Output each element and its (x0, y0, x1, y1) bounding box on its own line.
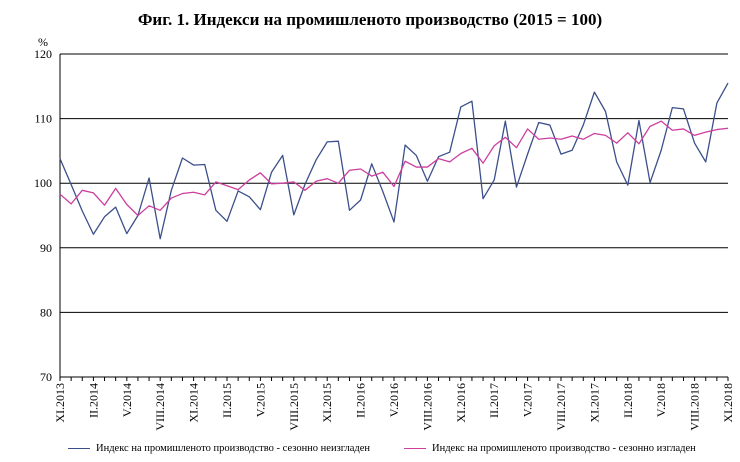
x-tick-label: V.2017 (521, 383, 535, 417)
legend-item-unadjusted: Индекс на промишленото производство - се… (68, 443, 370, 454)
y-tick-label-70: 70 (40, 370, 52, 384)
x-tick-label: XI.2014 (187, 383, 201, 423)
x-tick-label: XI.2015 (320, 383, 334, 423)
x-tick-label: V.2014 (120, 383, 134, 417)
x-tick-label: XI.2017 (587, 383, 601, 423)
x-tick-label: VIII.2015 (287, 383, 301, 431)
y-axis-unit: % (38, 35, 48, 49)
x-tick-label: II.2018 (621, 383, 635, 418)
line-chart: 70 80 90 100 110 120% XI.2013 II.2014 V.2014 VIII… (34, 35, 735, 431)
x-tick-label: V.2016 (387, 383, 401, 417)
x-tick-label: VIII.2017 (554, 383, 568, 431)
legend-item-adjusted: Индекс на промишленото производство - се… (404, 443, 696, 454)
legend-swatch-adjusted (404, 448, 426, 449)
x-tick-label: VIII.2014 (153, 383, 167, 431)
legend: Индекс на промишленото производство - се… (0, 443, 740, 459)
x-tick-label: V.2015 (253, 383, 267, 417)
y-tick-label-100: 100 (34, 176, 52, 190)
y-tick-label-110: 110 (34, 112, 52, 126)
legend-label-unadjusted: Индекс на промишленото производство - се… (96, 443, 371, 454)
x-tick-label: V.2018 (654, 383, 668, 417)
x-tick-label: II.2017 (487, 383, 501, 418)
x-tick-label: VIII.2018 (688, 383, 702, 431)
series-line-adjusted (59, 120, 729, 217)
x-tick-label: VIII.2016 (420, 383, 434, 431)
legend-swatch-unadjusted (68, 448, 90, 449)
y-tick-label-90: 90 (40, 241, 52, 255)
x-tick-label: XI.2016 (454, 383, 468, 423)
x-tick-label: XI.2013 (53, 383, 67, 423)
chart-title: Фиг. 1. Индекси на промишленото производ… (137, 10, 603, 29)
x-tick-label: II.2015 (220, 383, 234, 418)
series-line-unadjusted (59, 82, 729, 240)
y-tick-label-120: 120 (34, 47, 52, 61)
legend-label-adjusted: Индекс на промишленото производство - се… (432, 443, 696, 454)
x-tick-label: XI.2018 (721, 383, 735, 423)
y-tick-label-80: 80 (40, 305, 52, 319)
x-tick-label: II.2016 (354, 383, 368, 418)
x-tick-label: II.2014 (86, 383, 100, 418)
